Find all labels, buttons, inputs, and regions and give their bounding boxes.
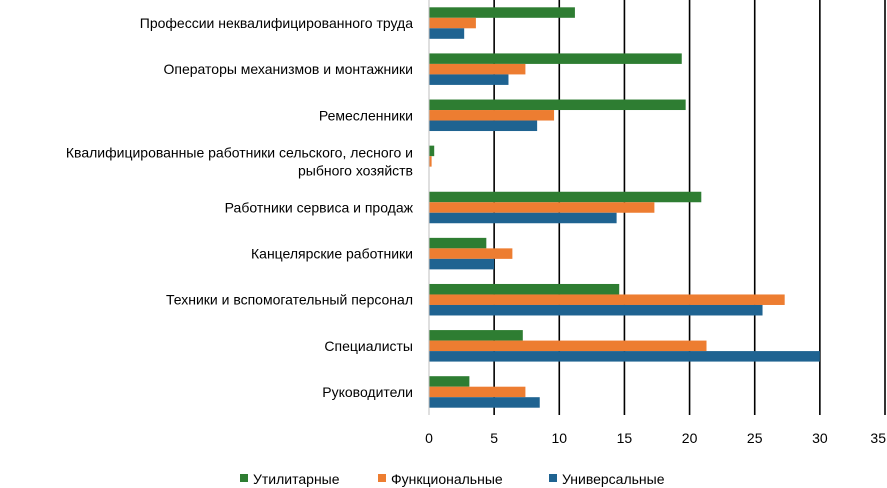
bar-2-7 — [429, 294, 785, 305]
legend-label-1: Утилитарные — [253, 471, 340, 487]
legend: Утилитарные Функциональные Универсальные — [240, 471, 665, 487]
bar-3-2 — [429, 74, 509, 85]
category-label-8: Специалисты — [324, 338, 413, 354]
bar-3-3 — [429, 120, 538, 132]
bar-2-4 — [429, 156, 432, 167]
bar-1-5 — [429, 191, 702, 203]
x-tick-label-10: 10 — [551, 430, 567, 446]
bar-1-2 — [429, 53, 682, 64]
x-tick-labels: 0 5 10 15 20 25 30 35 — [425, 430, 886, 446]
x-tick-label-30: 30 — [812, 430, 828, 446]
category-label-2: Операторы механизмов и монтажники — [164, 61, 414, 77]
bar-1-3 — [429, 99, 686, 111]
bar-2-5 — [429, 202, 655, 213]
category-label-3: Ремесленники — [319, 107, 413, 123]
category-label-5: Работники сервиса и продаж — [225, 200, 414, 216]
category-label-6: Канцелярские работники — [251, 246, 413, 262]
bar-3-6 — [429, 258, 495, 270]
legend-swatch-2 — [378, 474, 386, 482]
x-tick-label-20: 20 — [682, 430, 698, 446]
legend-label-3: Универсальные — [562, 471, 665, 487]
category-label-7: Техники и вспомогательный персонал — [166, 292, 413, 308]
legend-item-3: Универсальные — [549, 471, 665, 487]
bar-2-2 — [429, 63, 526, 75]
category-label-9: Руководители — [322, 384, 413, 400]
bar-2-8 — [429, 340, 707, 352]
legend-swatch-3 — [549, 474, 557, 482]
bar-2-3 — [429, 110, 555, 121]
bar-3-8 — [429, 351, 820, 362]
legend-item-1: Утилитарные — [240, 471, 340, 487]
x-tick-label-5: 5 — [490, 430, 498, 446]
bar-1-7 — [429, 283, 620, 295]
bar-3-5 — [429, 212, 617, 224]
legend-label-2: Функциональные — [391, 471, 503, 487]
bar-1-4 — [429, 145, 435, 157]
bar-1-8 — [429, 330, 523, 341]
x-tick-label-35: 35 — [870, 430, 886, 446]
legend-swatch-1 — [240, 474, 248, 482]
bar-3-1 — [429, 28, 465, 39]
bar-1-1 — [429, 7, 575, 18]
category-label-1: Профессии неквалифицированного труда — [140, 15, 413, 31]
x-tick-label-15: 15 — [617, 430, 633, 446]
category-label-4: Квалифицированные работники сельского, л… — [66, 144, 413, 178]
bars — [429, 7, 820, 408]
bar-2-9 — [429, 386, 526, 398]
bar-3-9 — [429, 397, 540, 408]
legend-item-2: Функциональные — [378, 471, 503, 487]
x-tick-label-25: 25 — [747, 430, 763, 446]
bar-3-7 — [429, 304, 763, 316]
x-tick-label-0: 0 — [425, 430, 433, 446]
bar-1-6 — [429, 237, 487, 249]
bar-1-9 — [429, 376, 470, 387]
bar-2-1 — [429, 17, 476, 29]
category-labels: Профессии неквалифицированного труда Опер… — [66, 15, 414, 400]
bar-2-6 — [429, 248, 513, 259]
